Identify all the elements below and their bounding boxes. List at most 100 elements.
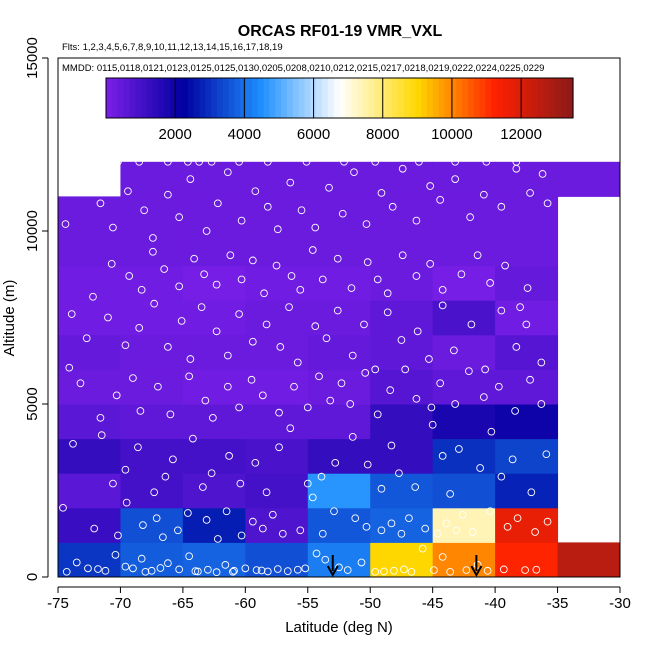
flights-label: Flts: 1,2,3,4,5,6,7,8,9,10,11,12,13,14,1… bbox=[62, 42, 283, 53]
flight-point bbox=[185, 552, 193, 561]
flight-point bbox=[543, 199, 552, 208]
flight-point bbox=[421, 524, 430, 533]
flight-point bbox=[273, 225, 282, 234]
heatmap-cell bbox=[370, 404, 434, 440]
flight-point bbox=[497, 202, 506, 211]
x-tick-label: -50 bbox=[359, 595, 381, 612]
heatmap-cell bbox=[245, 438, 309, 474]
heatmap-cell bbox=[307, 334, 371, 370]
heatmap-cell bbox=[245, 507, 309, 543]
flight-point bbox=[318, 529, 327, 538]
colorbar-segment bbox=[549, 78, 557, 118]
flight-point bbox=[373, 410, 382, 419]
colorbar-segment bbox=[106, 78, 113, 118]
colorbar-segment bbox=[485, 78, 492, 118]
colorbar-segment bbox=[176, 78, 183, 118]
flight-point bbox=[451, 157, 459, 166]
x-tick-label: -55 bbox=[297, 595, 319, 612]
flight-point bbox=[413, 327, 422, 336]
flight-point bbox=[543, 517, 552, 526]
heatmap-cell bbox=[495, 438, 559, 474]
colorbar-tick-label: 12000 bbox=[500, 126, 542, 143]
heatmap-cell bbox=[182, 161, 246, 197]
flight-point bbox=[322, 334, 331, 343]
heatmap-cell bbox=[58, 542, 121, 578]
flight-point bbox=[184, 157, 192, 166]
heatmap-cell bbox=[245, 231, 309, 267]
flight-point bbox=[398, 251, 407, 260]
flight-point bbox=[481, 365, 489, 374]
flight-points bbox=[59, 157, 552, 577]
flight-point bbox=[377, 189, 386, 197]
flight-point bbox=[383, 289, 392, 298]
colorbar-segment bbox=[403, 78, 411, 118]
flight-point bbox=[363, 258, 372, 266]
colorbar-segment bbox=[187, 78, 195, 118]
y-axis-label: Altitude (m) bbox=[1, 280, 18, 357]
flight-point bbox=[251, 458, 260, 467]
heatmap-cell bbox=[495, 404, 559, 440]
colorbar-segment bbox=[438, 78, 446, 118]
flight-point bbox=[200, 270, 208, 279]
colorbar-segment bbox=[508, 78, 516, 118]
colorbar-segment bbox=[275, 78, 282, 118]
flight-point bbox=[125, 272, 134, 280]
flight-point bbox=[412, 272, 421, 280]
colorbar-segment bbox=[497, 78, 504, 118]
flight-point bbox=[209, 413, 217, 422]
flight-point bbox=[446, 567, 455, 576]
flight-point bbox=[149, 234, 157, 242]
flight-point bbox=[197, 303, 206, 311]
flight-point bbox=[425, 355, 433, 363]
colorbar-segment bbox=[211, 78, 218, 118]
flight-point bbox=[321, 555, 330, 564]
flight-point bbox=[526, 375, 534, 384]
flight-point bbox=[500, 565, 508, 574]
heatmap-cell bbox=[307, 404, 371, 440]
colorbar-segment bbox=[467, 78, 475, 118]
x-tick-label: -60 bbox=[234, 595, 256, 612]
colorbar-tick-label: 10000 bbox=[431, 126, 473, 143]
heatmap-cell bbox=[58, 473, 121, 509]
colorbar-segment bbox=[263, 78, 271, 118]
flight-point bbox=[154, 382, 162, 391]
flight-point bbox=[438, 285, 447, 294]
flight-point bbox=[262, 320, 271, 329]
flight-point bbox=[516, 303, 524, 311]
flight-point bbox=[465, 367, 473, 375]
flight-point bbox=[107, 260, 116, 268]
flight-point bbox=[90, 524, 99, 533]
colorbar-segment bbox=[362, 78, 370, 118]
colorbar-segment bbox=[298, 78, 306, 118]
flight-point bbox=[526, 189, 534, 197]
flight-point bbox=[121, 465, 130, 474]
colorbar-segment bbox=[170, 78, 177, 118]
flight-point bbox=[318, 275, 327, 284]
flight-point bbox=[228, 567, 237, 576]
flight-point bbox=[202, 227, 211, 235]
heatmap-cell bbox=[182, 438, 246, 474]
heatmap-cell bbox=[307, 438, 371, 474]
colorbar-segment bbox=[141, 78, 148, 118]
flight-point bbox=[201, 396, 210, 405]
flight-point bbox=[457, 270, 466, 279]
flight-point bbox=[199, 483, 207, 491]
flight-point bbox=[418, 544, 427, 553]
flight-point bbox=[139, 521, 147, 529]
colorbar-tick-label: 2000 bbox=[158, 126, 191, 143]
x-tick-label: -65 bbox=[172, 595, 194, 612]
flight-point bbox=[241, 564, 250, 573]
flight-point bbox=[428, 420, 437, 429]
colorbar-segment bbox=[543, 78, 551, 118]
flight-point bbox=[184, 509, 192, 517]
flight-point bbox=[185, 372, 193, 381]
colorbar-segment bbox=[240, 78, 247, 118]
flight-point bbox=[532, 565, 541, 574]
flight-point bbox=[438, 301, 447, 310]
flight-point bbox=[387, 441, 396, 450]
colorbar-segment bbox=[164, 78, 171, 118]
flight-point bbox=[174, 526, 182, 535]
flight-point bbox=[466, 213, 474, 222]
flight-point bbox=[69, 439, 77, 448]
flight-point bbox=[262, 488, 271, 497]
